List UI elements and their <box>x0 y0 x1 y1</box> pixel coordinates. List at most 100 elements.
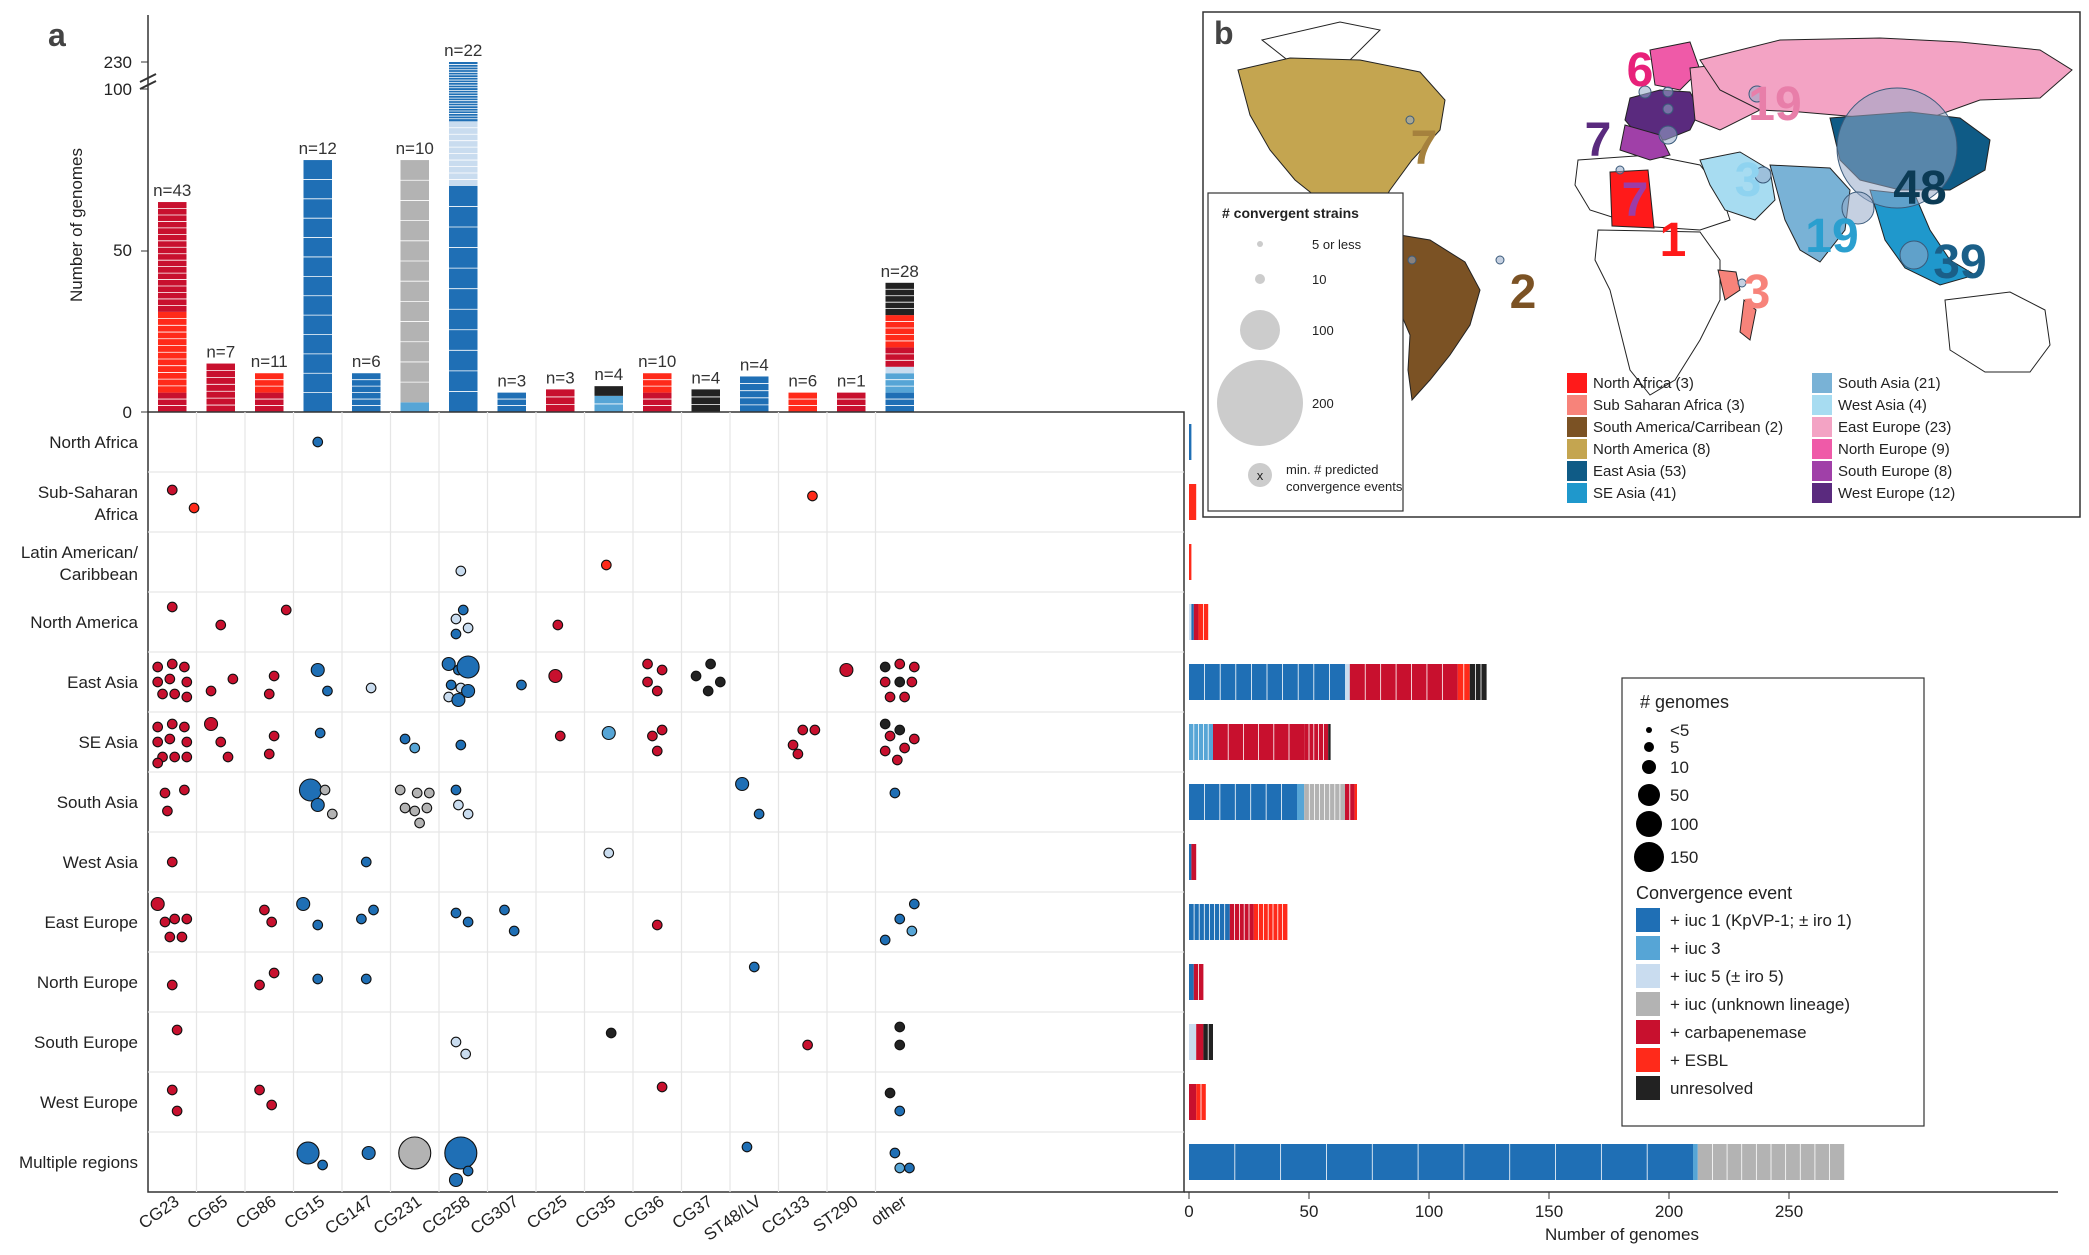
matrix-dot <box>705 658 716 670</box>
right-x-tick: 50 <box>1300 1202 1319 1221</box>
map-legend-label: Sub Saharan Africa (3) <box>1593 397 1745 414</box>
map-legend-swatch <box>1567 439 1587 459</box>
clonal-group-label: other <box>867 1192 910 1230</box>
legend-color-swatch <box>1636 964 1660 988</box>
clonal-group-label: CG36 <box>620 1192 667 1233</box>
matrix-dot <box>656 1081 668 1093</box>
map-bubble <box>1638 85 1652 99</box>
matrix-dot <box>894 1039 906 1051</box>
region-bar-segment <box>1229 904 1254 940</box>
map-region-number: 7 <box>1622 174 1649 227</box>
bar-n-label: n=4 <box>691 368 720 387</box>
matrix-dot <box>222 751 234 763</box>
map-size-dot <box>1255 274 1265 284</box>
legend-size-label: <5 <box>1670 721 1689 740</box>
matrix-dot <box>656 724 668 736</box>
matrix-dot <box>356 913 367 925</box>
map-country-shape <box>1699 151 1776 221</box>
matrix-dot <box>807 490 818 502</box>
bar-n-label: n=10 <box>396 139 434 158</box>
map-legend-swatch <box>1812 395 1832 415</box>
map-country-shape <box>1739 299 1757 341</box>
legend-color-label: + iuc 3 <box>1670 939 1721 958</box>
matrix-dot <box>152 757 164 769</box>
clonal-group-label: CG258 <box>419 1192 474 1238</box>
region-bar-segment <box>1189 724 1213 760</box>
top-bar-segment <box>255 373 284 393</box>
region-bar-segment <box>1191 604 1194 640</box>
legend-color-label: + iuc (unknown lineage) <box>1670 995 1850 1014</box>
matrix-dot <box>215 619 227 631</box>
map-bubble <box>1662 103 1674 115</box>
clonal-group-label: CG23 <box>135 1192 182 1233</box>
matrix-dot <box>176 931 188 943</box>
region-bar-chart: 0 50 100 150 200 250 Number of genomes <box>1184 424 2058 1244</box>
matrix-dot <box>748 961 760 973</box>
dot-matrix: North Africa Sub-Saharan Africa Latin Ameri… <box>19 411 1185 1244</box>
matrix-dot <box>298 778 323 802</box>
matrix-dot <box>444 1136 478 1170</box>
region-bar-segment <box>1189 544 1192 580</box>
matrix-dot <box>314 727 326 739</box>
bar-n-label: n=22 <box>444 41 482 60</box>
legend-genomes-title: # genomes <box>1640 692 1729 712</box>
bar-n-label: n=6 <box>788 372 817 391</box>
top-y-tick-50: 50 <box>113 241 132 260</box>
matrix-dot <box>908 661 920 673</box>
matrix-dot <box>152 676 164 688</box>
clonal-group-label: CG147 <box>322 1192 377 1238</box>
region-labels: North Africa Sub-Saharan Africa Latin Ameri… <box>19 433 139 1172</box>
map-region-legend: North Africa (3) Sub Saharan Africa (3) So… <box>1567 373 1955 503</box>
map-legend-swatch <box>1567 417 1587 437</box>
matrix-dot <box>450 784 462 796</box>
clonal-group-label: CG25 <box>523 1192 570 1233</box>
matrix-dot <box>904 1162 915 1174</box>
map-legend-swatch <box>1812 373 1832 393</box>
matrix-dot <box>169 688 181 700</box>
map-bubble <box>1407 255 1417 265</box>
region-label: West Europe <box>40 1093 138 1112</box>
matrix-dot <box>894 1162 906 1174</box>
map-country-shape <box>1649 41 1701 91</box>
matrix-dot <box>450 1036 462 1048</box>
matrix-dot <box>839 662 854 678</box>
matrix-dot <box>741 1141 753 1153</box>
panel-a-letter: a <box>48 17 66 53</box>
map-bubble <box>1662 86 1674 98</box>
matrix-dot <box>600 559 612 571</box>
top-bar-segment <box>643 373 672 393</box>
matrix-frame <box>147 411 1185 1193</box>
panel-b-letter: b <box>1214 15 1234 51</box>
matrix-dot <box>162 805 173 817</box>
right-x-tick: 250 <box>1775 1202 1803 1221</box>
matrix-dot <box>462 916 474 928</box>
map-size-legend-frame <box>1207 192 1404 512</box>
map-bubble <box>1836 87 1958 209</box>
region-label: Caribbean <box>60 565 138 584</box>
matrix-dot <box>554 730 566 742</box>
top-bar-segment <box>885 282 914 316</box>
region-bar-segment <box>1297 784 1305 820</box>
convergence-legend: + iuc 1 (KpVP-1; ± iro 1) + iuc 3 + iuc 5 … <box>1636 908 1852 1100</box>
clonal-group-label: CG133 <box>758 1192 813 1238</box>
legend-size-dot <box>1636 811 1662 837</box>
legend-size-label: 10 <box>1670 758 1689 777</box>
map-size-dot <box>1240 310 1280 350</box>
bar-n-label: n=3 <box>497 372 526 391</box>
region-bar-segment <box>1328 724 1331 760</box>
region-label: SE Asia <box>78 733 138 752</box>
region-bar-segment <box>1189 784 1297 820</box>
right-x-tick: 0 <box>1184 1202 1193 1221</box>
matrix-dot <box>450 613 462 625</box>
matrix-dot <box>322 685 333 697</box>
legend-convergence-title: Convergence event <box>1636 883 1792 903</box>
matrix-dot <box>894 658 906 670</box>
min-events-label-1: min. # predicted <box>1286 462 1379 477</box>
matrix-dot <box>456 655 480 679</box>
map-size-label: 200 <box>1312 396 1334 411</box>
top-bar-segment <box>837 392 866 412</box>
matrix-dot <box>409 742 421 754</box>
